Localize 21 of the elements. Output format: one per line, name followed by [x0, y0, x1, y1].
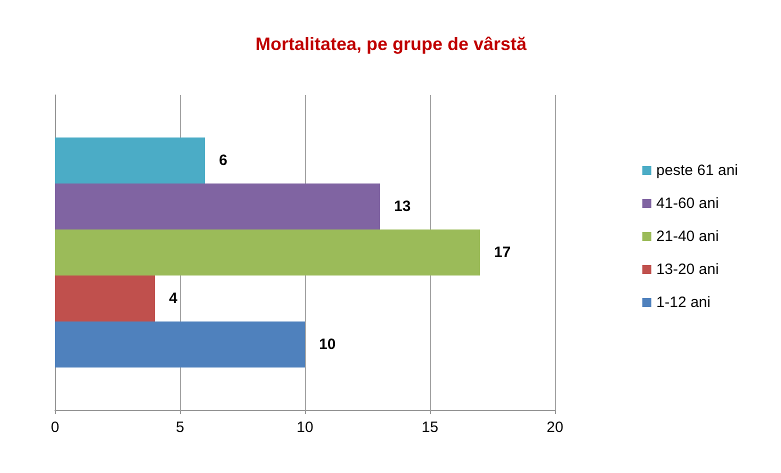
bar — [55, 230, 480, 276]
data-label: 6 — [219, 152, 228, 170]
data-label: 4 — [169, 290, 178, 307]
data-label: 13 — [394, 198, 411, 216]
legend-label: 21-40 ani — [656, 228, 719, 245]
legend-label: 1-12 ani — [656, 294, 710, 311]
legend-label: 41-60 ani — [656, 195, 719, 212]
bar — [55, 321, 305, 368]
data-label: 17 — [494, 244, 511, 261]
x-tick-label: 20 — [546, 419, 564, 436]
x-tick-label: 0 — [50, 419, 60, 436]
chart-title: Mortalitatea, pe grupe de vârstă — [255, 34, 528, 54]
x-tick-label: 15 — [422, 419, 438, 436]
data-label: 10 — [319, 336, 336, 353]
x-tick-label: 10 — [296, 419, 314, 436]
legend-label: peste 61 ani — [656, 162, 738, 179]
bar — [55, 184, 380, 230]
bar — [55, 275, 155, 322]
legend-label: 13-20 ani — [656, 261, 719, 278]
bar — [55, 138, 205, 184]
x-tick-label: 5 — [176, 419, 184, 436]
